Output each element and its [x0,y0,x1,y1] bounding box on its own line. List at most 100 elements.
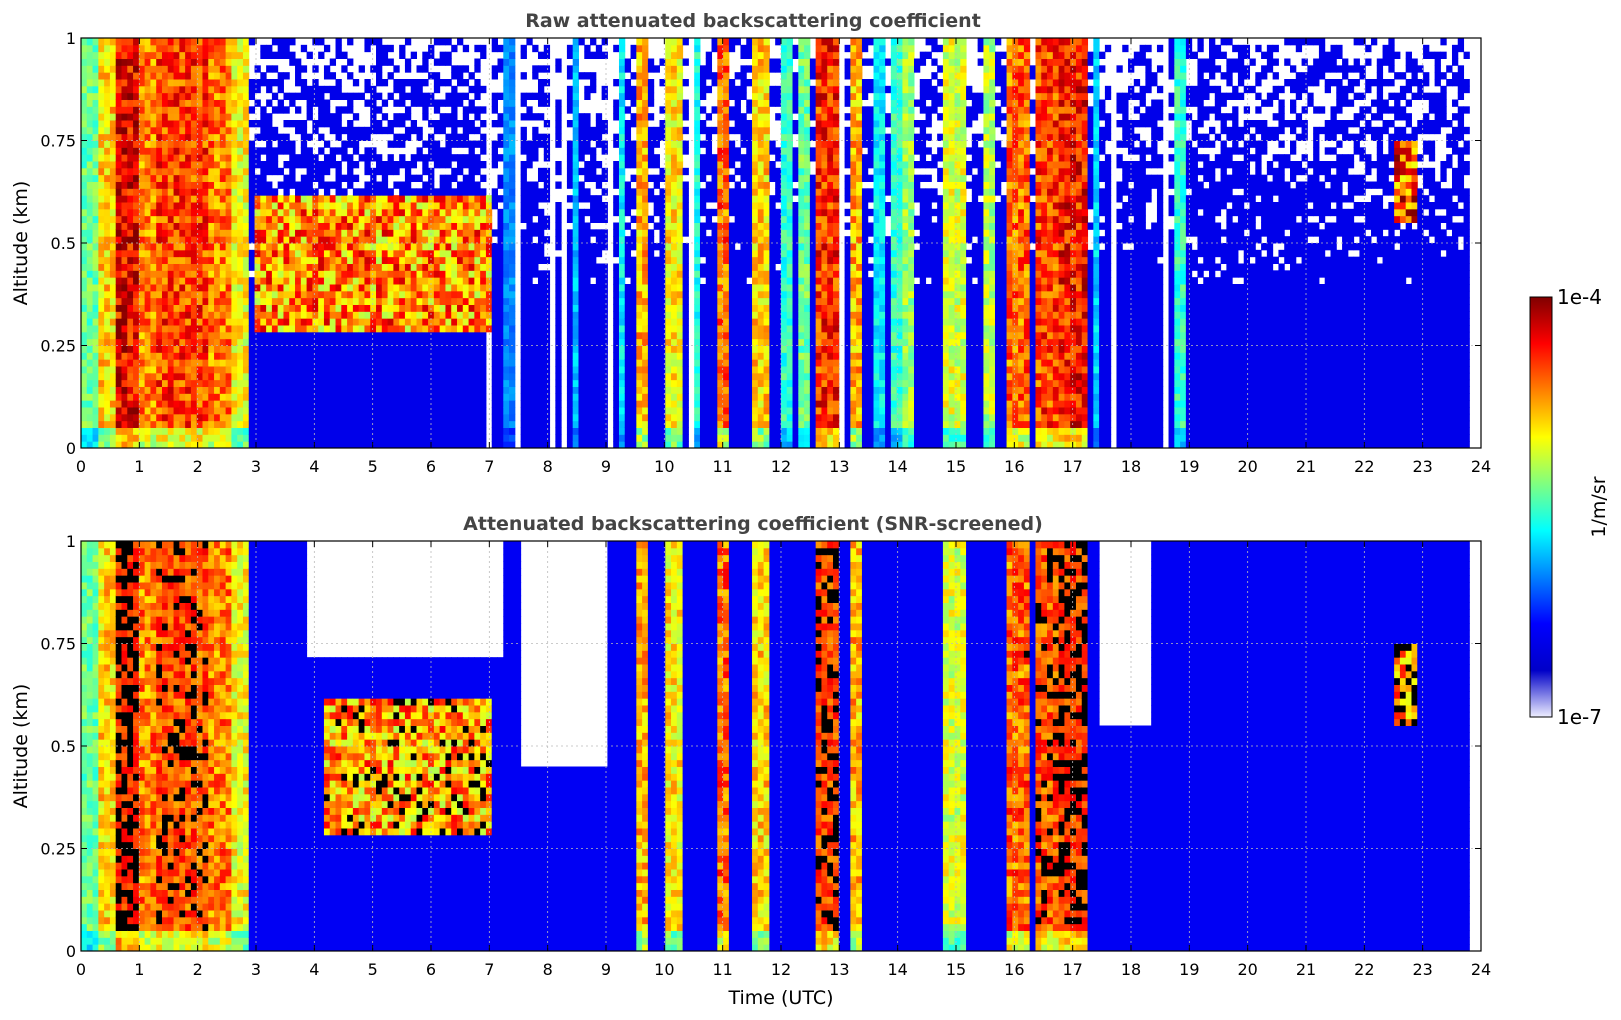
heatmap-cell [226,52,232,59]
heatmap-cell [191,346,197,353]
heatmap-cell [336,359,342,366]
heatmap-cell [121,277,127,284]
heatmap-cell [289,195,295,202]
heatmap-cell [469,243,475,250]
heatmap-cell [463,325,469,332]
heatmap-cell [509,59,515,66]
heatmap-cell [191,168,197,175]
heatmap-cell [98,79,104,86]
heatmap-cell [509,277,515,284]
heatmap-cell [283,298,289,305]
heatmap-cell [98,270,104,277]
heatmap-cell [370,325,376,332]
heatmap-cell [150,79,156,86]
heatmap-cell [81,359,87,366]
heatmap-cell [532,414,538,421]
heatmap-cell [388,243,394,250]
heatmap-cell [220,38,226,45]
heatmap-cell [255,229,261,236]
heatmap-cell [538,428,544,435]
heatmap-cell [538,141,544,148]
heatmap-cell [474,264,480,271]
heatmap-cell [116,100,122,107]
heatmap-cell [469,229,475,236]
heatmap-cell [578,380,584,387]
heatmap-cell [399,366,405,373]
heatmap-cell [104,195,110,202]
heatmap-cell [214,147,220,154]
heatmap-cell [388,209,394,216]
heatmap-cell [295,366,301,373]
heatmap-cell [162,175,168,182]
heatmap-cell [469,257,475,264]
heatmap-cell [208,209,214,216]
heatmap-cell [509,45,515,52]
heatmap-cell [104,400,110,407]
heatmap-cell [347,373,353,380]
heatmap-cell [555,332,561,339]
heatmap-cell [324,264,330,271]
heatmap-cell [307,202,313,209]
heatmap-cell [231,264,237,271]
heatmap-cell [555,236,561,243]
heatmap-cell [185,154,191,161]
heatmap-cell [330,195,336,202]
heatmap-cell [364,291,370,298]
heatmap-cell [469,380,475,387]
heatmap-cell [388,428,394,435]
heatmap-cell [104,305,110,312]
heatmap-cell [330,359,336,366]
heatmap-cell [336,414,342,421]
heatmap-cell [469,202,475,209]
heatmap-cell [202,93,208,100]
heatmap-cell [81,154,87,161]
heatmap-cell [226,339,232,346]
heatmap-cell [260,127,266,134]
heatmap-cell [417,209,423,216]
heatmap-cell [347,250,353,257]
heatmap-cell [538,79,544,86]
heatmap-cell [133,52,139,59]
heatmap-cell [521,216,527,223]
heatmap-cell [417,434,423,441]
heatmap-cell [110,65,116,72]
heatmap-cell [578,346,584,353]
heatmap-cell [150,52,156,59]
heatmap-cell [295,421,301,428]
heatmap-cell [289,38,295,45]
heatmap-cell [150,311,156,318]
heatmap-cell [168,229,174,236]
heatmap-cell [243,250,249,257]
heatmap-cell [509,352,515,359]
heatmap-cell [555,209,561,216]
heatmap-cell [116,264,122,271]
heatmap-cell [127,113,133,120]
heatmap-cell [544,284,550,291]
heatmap-cell [555,120,561,127]
heatmap-cell [174,141,180,148]
heatmap-cell [98,229,104,236]
heatmap-cell [417,79,423,86]
heatmap-cell [214,175,220,182]
heatmap-cell [237,421,243,428]
heatmap-cell [255,236,261,243]
heatmap-cell [509,393,515,400]
heatmap-cell [376,229,382,236]
heatmap-cell [370,387,376,394]
heatmap-cell [451,434,457,441]
heatmap-cell [226,38,232,45]
heatmap-cell [393,400,399,407]
heatmap-cell [336,380,342,387]
heatmap-cell [98,434,104,441]
heatmap-cell [480,120,486,127]
heatmap-cell [87,298,93,305]
heatmap-cell [179,182,185,189]
heatmap-cell [445,298,451,305]
heatmap-cell [93,154,99,161]
heatmap-cell [139,79,145,86]
heatmap-cell [370,373,376,380]
heatmap-cell [370,352,376,359]
heatmap-cell [266,127,272,134]
heatmap-cell [463,250,469,257]
heatmap-cell [312,393,318,400]
